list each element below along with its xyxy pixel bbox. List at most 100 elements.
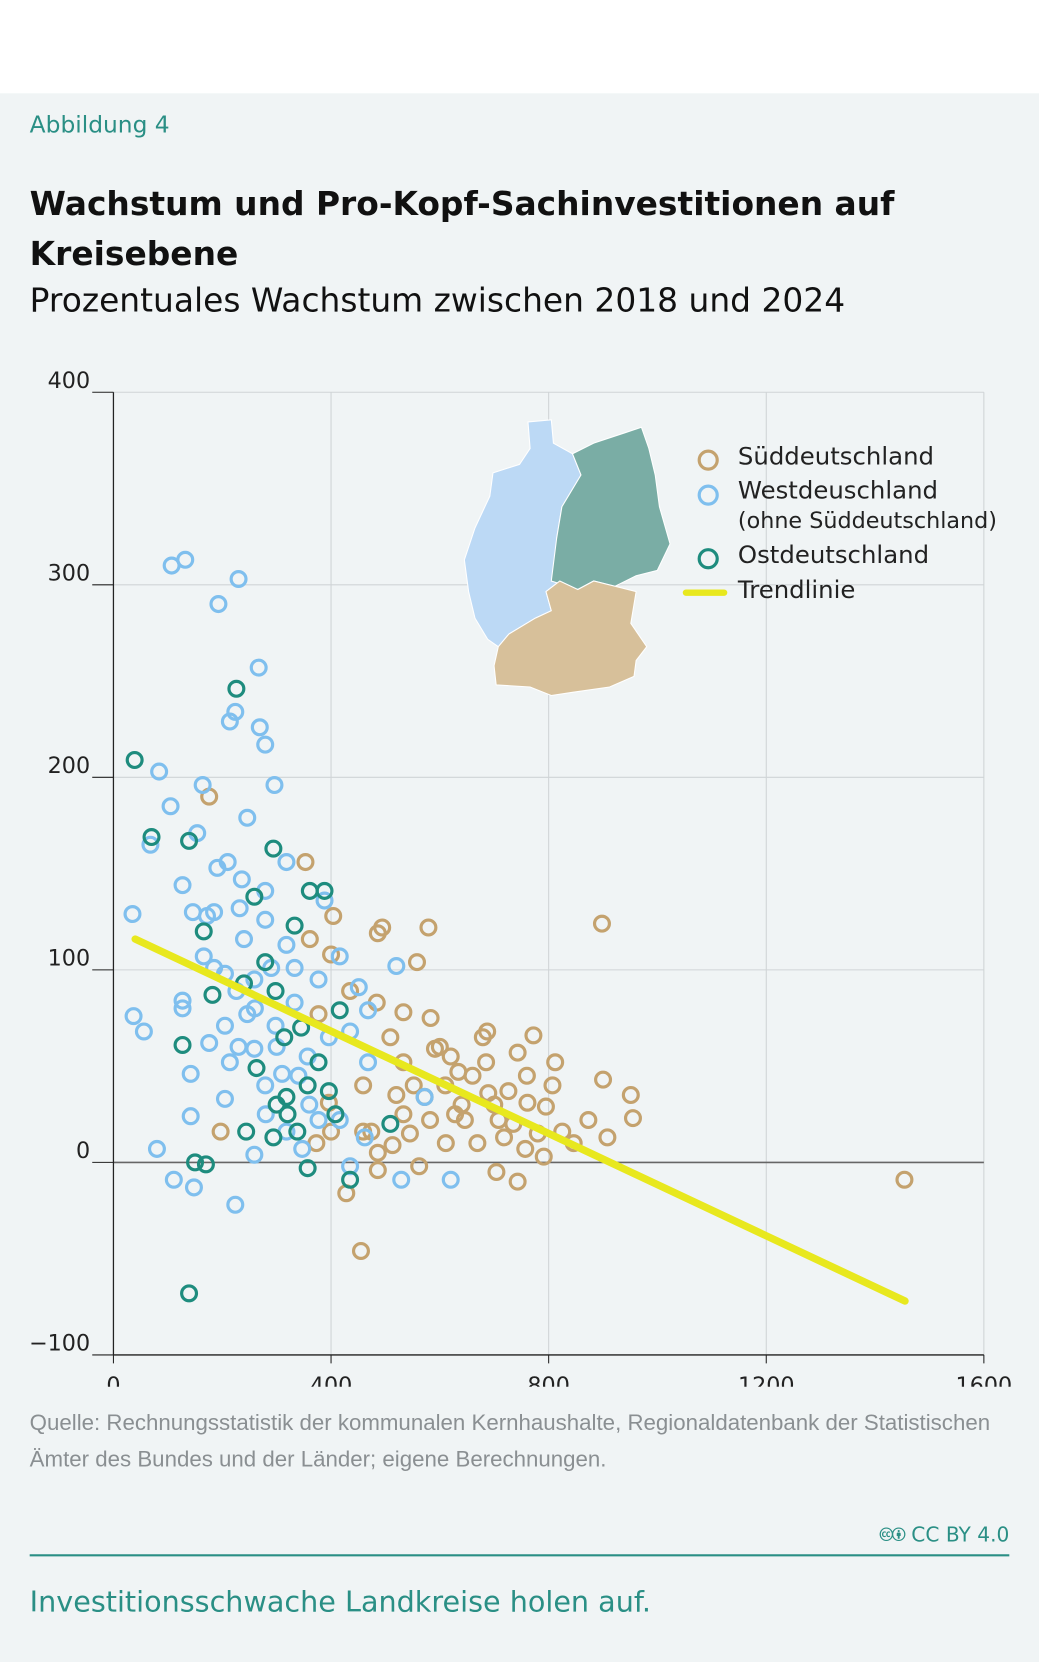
data-point-ost [186, 1153, 205, 1172]
data-point-west [245, 1039, 264, 1058]
data-point-sued [895, 1170, 914, 1189]
data-point-west [415, 1087, 434, 1106]
data-point-west [215, 1089, 234, 1108]
data-point-west [330, 947, 349, 966]
data-point-sued [621, 1086, 640, 1105]
scatter-chart: 0400800120016004003002001000−100Pro-Kopf… [29, 369, 1012, 1387]
germany-map [463, 419, 671, 697]
data-point-sued [354, 1076, 373, 1095]
data-point-west [355, 1128, 374, 1147]
data-point-sued [487, 1163, 506, 1182]
data-point-west [359, 1053, 378, 1072]
data-point-ost [196, 1155, 215, 1174]
data-point-west [293, 1139, 312, 1158]
data-point-west [265, 776, 284, 795]
y-tick-label: 100 [48, 946, 90, 972]
figure-label: Abbildung 4 [29, 112, 170, 139]
x-tick-label: 0 [106, 1373, 120, 1387]
data-point-west [161, 797, 180, 816]
data-point-ost [300, 881, 319, 900]
data-point-west [181, 1107, 200, 1126]
legend-item-trend: Trendlinie [682, 575, 997, 610]
data-point-ost [142, 828, 161, 847]
data-point-sued [351, 1241, 370, 1260]
data-point-sued [410, 1157, 429, 1176]
data-point-sued [394, 1105, 413, 1124]
x-tick-label: 400 [310, 1373, 352, 1387]
data-point-sued [495, 1128, 514, 1147]
data-point-sued [508, 1043, 527, 1062]
data-point-ost [326, 1105, 345, 1124]
legend-item-ost: Ostdeutschland [691, 540, 997, 575]
data-point-west [245, 1145, 264, 1164]
data-point-sued [473, 1028, 492, 1047]
data-point-west [181, 1064, 200, 1083]
data-point-west [300, 1095, 319, 1114]
data-point-sued [594, 1070, 613, 1089]
y-tick-label: −100 [29, 1331, 90, 1357]
data-point-sued [421, 1111, 440, 1130]
legend-item-west: Westdeuschland (ohne Süddeutschland) [691, 476, 997, 535]
data-point-sued [368, 1143, 387, 1162]
data-point-west [194, 947, 213, 966]
data-point-sued [394, 1003, 413, 1022]
data-point-sued [296, 853, 315, 872]
data-point-sued [516, 1139, 535, 1158]
data-point-west [209, 595, 228, 614]
data-point-west [387, 957, 406, 976]
data-point-sued [449, 1062, 468, 1081]
data-point-west [289, 1066, 308, 1085]
data-point-sued [518, 1093, 537, 1112]
data-point-ost [267, 1095, 286, 1114]
data-point-ost [180, 831, 199, 850]
data-point-west [141, 835, 160, 854]
data-point-ost [125, 750, 144, 770]
map-region-ost [550, 426, 671, 591]
data-point-sued [430, 1037, 449, 1056]
divider [29, 1554, 1010, 1557]
data-point-sued [592, 914, 611, 933]
data-point-sued [436, 1134, 455, 1153]
data-point-ost [315, 881, 334, 900]
data-point-ost [173, 1035, 192, 1054]
data-point-west [249, 658, 268, 677]
data-point-ost [298, 1159, 317, 1178]
data-point-west [315, 891, 334, 910]
data-point-west [234, 930, 254, 949]
data-point-west [266, 1016, 285, 1035]
data-point-west [176, 550, 195, 569]
legend-marker-trend [682, 589, 728, 596]
data-point-sued [524, 1026, 543, 1045]
chart-subtitle: Prozentuales Wachstum zwischen 2018 und … [29, 282, 846, 321]
data-point-ost [298, 1076, 317, 1095]
data-point-west [277, 935, 296, 954]
data-point-west [392, 1170, 411, 1189]
data-point-west [208, 858, 227, 877]
data-point-sued [441, 1047, 460, 1066]
data-point-west [232, 870, 251, 889]
legend-marker-west [697, 484, 719, 506]
data-point-ost [341, 1170, 360, 1189]
data-point-west [123, 905, 142, 924]
legend-label: Trendlinie [737, 576, 856, 605]
data-point-sued [508, 1172, 527, 1191]
data-point-west [150, 762, 169, 781]
data-point-sued [373, 918, 392, 937]
data-point-sued [598, 1128, 617, 1147]
data-point-sued [579, 1111, 598, 1130]
data-point-west [273, 1064, 292, 1083]
data-point-ost [381, 1114, 400, 1133]
data-point-west [200, 1034, 219, 1053]
data-point-west [229, 570, 248, 589]
data-point-sued [400, 1124, 419, 1143]
data-point-sued [463, 1066, 482, 1085]
data-point-ost [194, 922, 213, 941]
data-point-sued [368, 1161, 387, 1180]
data-point-ost [330, 1001, 349, 1020]
legend-label: Süddeutschland [737, 443, 935, 471]
data-point-west [173, 991, 192, 1010]
data-point-west [359, 1001, 378, 1020]
data-point-sued [383, 1136, 402, 1155]
data-point-sued [211, 1122, 230, 1141]
license-badge[interactable]: 🅭🅯 CC BY 4.0 [880, 1523, 1010, 1547]
